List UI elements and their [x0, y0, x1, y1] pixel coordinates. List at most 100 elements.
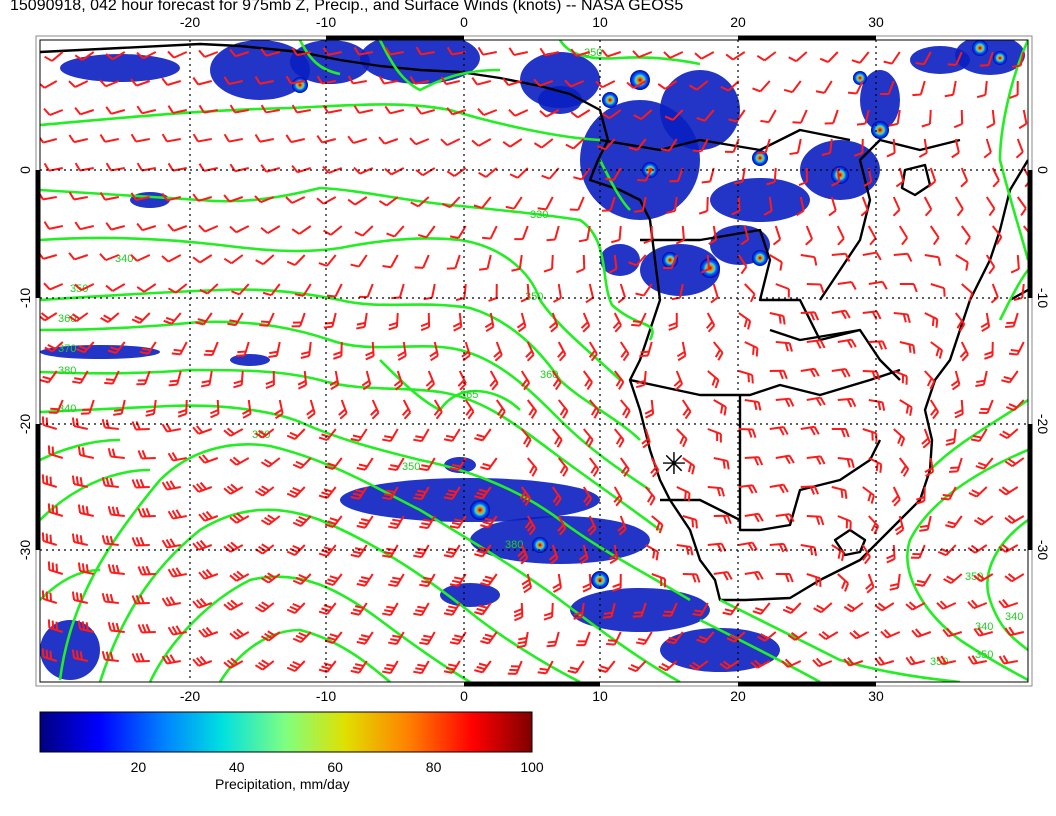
- wind-barb: [471, 77, 492, 86]
- wind-barb: [766, 167, 777, 186]
- wind-barb: [136, 370, 151, 386]
- wind-barb: [502, 77, 523, 87]
- wind-barb: [105, 283, 126, 292]
- wind-barb: [541, 167, 560, 180]
- wind-barb: [564, 79, 585, 88]
- y-tick-label-right: -10: [1035, 288, 1051, 308]
- wind-barb: [806, 283, 825, 293]
- wind-barb: [868, 280, 888, 290]
- wind-barb: [990, 283, 999, 304]
- wind-barb: [744, 341, 759, 357]
- wind-barb: [951, 138, 960, 159]
- country-border: [819, 138, 961, 301]
- wind-barb: [1005, 399, 1025, 412]
- wind-barb: [669, 167, 684, 183]
- wind-barb: [316, 75, 336, 85]
- wind-barb: [449, 225, 467, 239]
- precip-area: [40, 345, 160, 359]
- contour-line: [40, 568, 101, 601]
- wind-barb: [662, 602, 678, 617]
- precip-area: [520, 52, 600, 108]
- wind-barb: [915, 486, 926, 505]
- wind-barb: [889, 573, 901, 591]
- wind-barb: [223, 254, 244, 265]
- wind-barb: [291, 164, 312, 174]
- wind-barb: [821, 138, 833, 156]
- wind-barb: [473, 196, 492, 209]
- wind-barb: [365, 341, 375, 361]
- wind-barb: [713, 457, 730, 470]
- wind-barb: [628, 254, 647, 267]
- wind-barb: [136, 105, 156, 115]
- wind-barb: [605, 167, 622, 182]
- wind-barb: [1001, 370, 1019, 384]
- wind-barb: [480, 515, 498, 529]
- wind-barb: [651, 573, 666, 588]
- wind-barb: [831, 368, 851, 378]
- wind-barb: [738, 312, 752, 330]
- wind-barb: [744, 570, 764, 581]
- contour-line: [40, 236, 621, 381]
- wind-barb: [318, 486, 337, 500]
- wind-barb: [973, 627, 994, 637]
- wind-barb: [676, 341, 687, 362]
- wind-barb: [688, 660, 709, 671]
- wind-barb: [265, 370, 275, 390]
- wind-barb: [681, 399, 692, 420]
- wind-barb: [488, 283, 498, 302]
- wind-barb: [738, 484, 758, 494]
- wind-barb: [254, 133, 274, 143]
- wind-barb: [986, 109, 996, 129]
- wind-barb: [131, 536, 150, 547]
- wind-barb: [231, 283, 250, 296]
- precip-area: [910, 46, 970, 74]
- wind-barb: [324, 631, 343, 645]
- wind-barb: [452, 312, 463, 332]
- wind-barb: [107, 506, 125, 517]
- wind-barb: [47, 445, 64, 459]
- wind-barb: [639, 341, 653, 358]
- wind-barb: [77, 504, 94, 517]
- wind-barb: [471, 138, 492, 147]
- wind-barb: [796, 196, 805, 217]
- x-tick-label-top: 0: [460, 14, 468, 30]
- wind-barb: [443, 428, 461, 442]
- contour-label: 380: [505, 539, 523, 551]
- wind-barb: [546, 631, 560, 648]
- lake-victoria: [900, 163, 932, 197]
- wind-barb: [781, 658, 802, 668]
- x-tick-label-bottom: 30: [868, 688, 884, 704]
- contour-line: [40, 438, 121, 462]
- wind-barb: [397, 341, 407, 361]
- wind-barb: [800, 367, 820, 378]
- precip-area: [570, 588, 710, 632]
- wind-barb: [831, 167, 841, 187]
- wind-barb: [613, 428, 625, 448]
- colorbar-label: Precipitation, mm/day: [215, 776, 350, 792]
- wind-barb: [806, 455, 826, 465]
- wind-barb: [806, 515, 825, 526]
- wind-barb: [413, 602, 430, 617]
- wind-barb: [137, 623, 156, 634]
- wind-barb: [806, 573, 822, 587]
- wind-barb: [107, 564, 125, 575]
- wind-barb: [99, 191, 119, 201]
- wind-barb: [43, 221, 63, 230]
- wind-barb: [643, 225, 653, 244]
- wind-barb: [936, 655, 956, 666]
- wind-barb: [959, 341, 969, 362]
- wind-barb: [635, 370, 647, 389]
- wind-barb: [107, 341, 126, 355]
- wind-barb: [671, 283, 684, 301]
- contour-label: 340: [975, 621, 993, 633]
- wind-barb: [167, 50, 188, 59]
- wind-barb: [457, 370, 467, 391]
- map-title: 15090918, 042 hour forecast for 975mb Z,…: [10, 0, 684, 14]
- wind-barb: [970, 428, 988, 442]
- wind-barb: [507, 660, 523, 675]
- precip-area: [60, 54, 180, 82]
- wind-barb: [910, 544, 926, 559]
- wind-barb: [682, 573, 701, 583]
- precip-core: [993, 51, 1007, 65]
- geopotential-contours: [40, 40, 1028, 682]
